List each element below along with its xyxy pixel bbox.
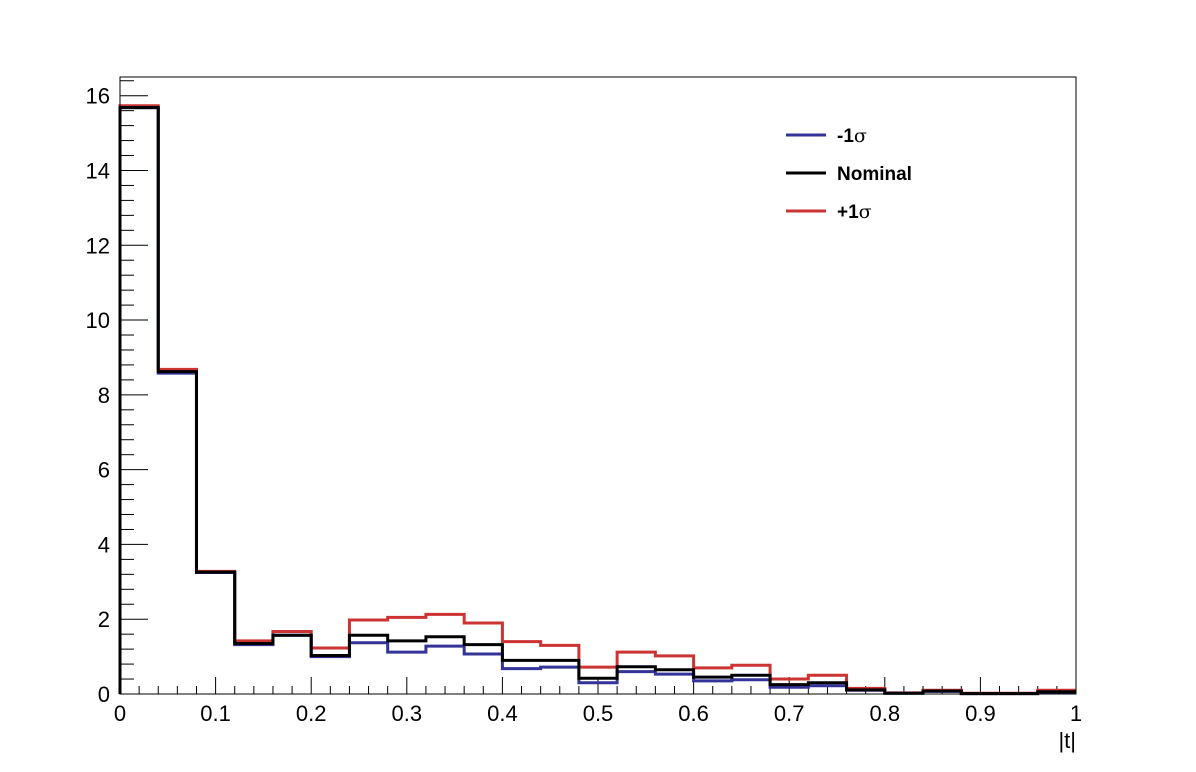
- legend-entry-symbol: σ: [859, 201, 872, 223]
- legend-entry-label: -1σ: [837, 125, 867, 147]
- x-tick-label: 0.6: [678, 701, 709, 726]
- series-lines: [118, 104, 1076, 696]
- legend-entry-main: +1: [837, 202, 859, 223]
- tick-labels: 0 0.1 0.2 0.3 0.4 0.5 0.6 0.7 0.8 0.9 102468101214…: [86, 84, 1083, 726]
- x-tick-label: 0.3: [392, 701, 423, 726]
- x-tick-label: 0.5: [583, 701, 614, 726]
- legend-entry-label: Nominal: [837, 164, 912, 185]
- y-tick-label: 0: [98, 682, 110, 707]
- x-tick-label: 0.1: [200, 701, 231, 726]
- x-tick-label: 0.2: [296, 701, 327, 726]
- x-axis-title: |t|: [1058, 728, 1076, 753]
- x-tick-label: 0.4: [487, 701, 518, 726]
- x-tick-label: 0.8: [870, 701, 901, 726]
- y-tick-label: 16: [86, 84, 110, 109]
- y-tick-label: 10: [86, 308, 110, 333]
- y-tick-label: 6: [98, 458, 110, 483]
- legend-entry-main: Nominal: [837, 164, 912, 185]
- series-line-1: [118, 106, 1076, 696]
- x-tick-label: 0: [114, 701, 126, 726]
- legend-entry-symbol: σ: [854, 125, 867, 147]
- legend-entry-main: -1: [837, 126, 854, 147]
- y-tick-label: 14: [86, 158, 110, 183]
- legend-entry-label: +1σ: [837, 201, 872, 223]
- y-tick-label: 2: [98, 607, 110, 632]
- y-tick-label: 12: [86, 233, 110, 258]
- y-tick-label: 4: [98, 532, 110, 557]
- y-tick-label: 8: [98, 383, 110, 408]
- x-tick-label: 1: [1070, 701, 1082, 726]
- plot-frame: [119, 76, 1077, 695]
- x-tick-label: 0.9: [965, 701, 996, 726]
- x-tick-label: 0.7: [774, 701, 805, 726]
